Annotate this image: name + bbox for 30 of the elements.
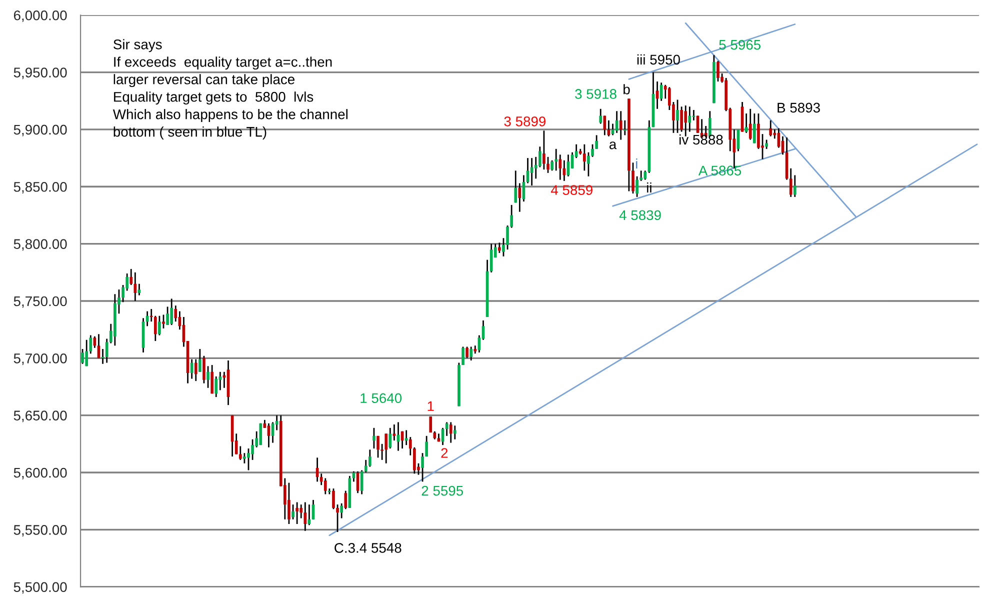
y-tick-label: 5,950.00	[14, 68, 67, 80]
y-tick-label: 5,800.00	[14, 239, 67, 251]
annotation: A 5865	[698, 166, 742, 176]
y-tick-label: 5,550.00	[14, 525, 67, 536]
annotation: 1	[428, 401, 434, 411]
annotation: ii	[647, 182, 652, 193]
annotation: i	[636, 158, 638, 169]
annotation: iv 5888	[680, 134, 723, 145]
annotation: 2 5595	[422, 486, 464, 496]
annotation: 5 5965	[719, 40, 761, 50]
annotation: 3 5918	[575, 89, 616, 99]
annotation: iii 5950	[637, 54, 680, 65]
annotation: a	[609, 142, 617, 150]
y-tick-label: 5,600.00	[14, 468, 67, 480]
annotation: 2	[441, 448, 448, 458]
annotation: 4 5839	[619, 210, 661, 220]
y-tick-label: 5,900.00	[14, 124, 67, 136]
annotation: C.3.4 5548	[334, 543, 402, 553]
annotation: B 5893	[778, 102, 820, 113]
y-tick-label: 5,650.00	[14, 410, 67, 422]
annotation: b	[624, 84, 630, 94]
annotation: Sir says If exceeds equality target a=c..then larger reversal can take place Equality target gets to 5800 lvls Which also happens to be the channel bottom ( seen in blue TL)	[112, 39, 348, 140]
y-tick-label: 5,500.00	[14, 582, 67, 594]
y-tick-label: 5,700.00	[14, 353, 67, 365]
annotation: 3 5899	[504, 116, 546, 126]
y-tick-label: 5,850.00	[14, 182, 67, 194]
annotation: 1 5640	[360, 393, 402, 404]
y-tick-label: 6,000.00	[14, 10, 67, 22]
annotation: 4 5859	[550, 185, 592, 195]
y-tick-label: 5,750.00	[14, 296, 67, 308]
